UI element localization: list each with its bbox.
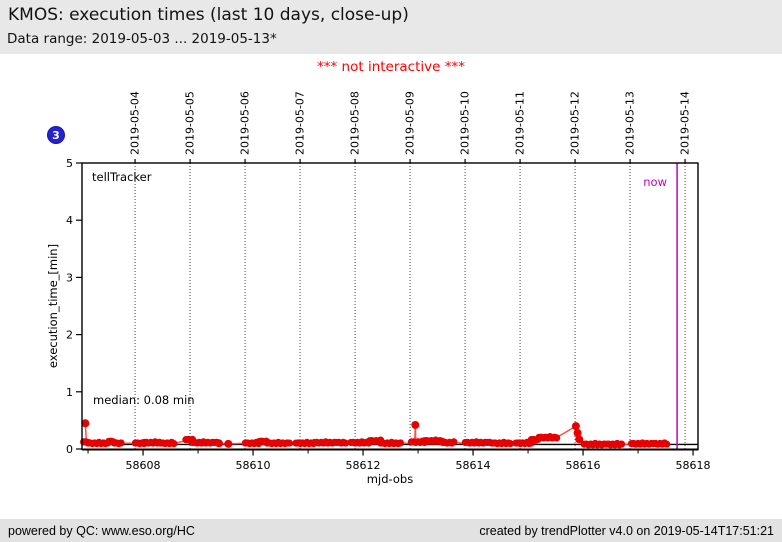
date-tick-label: 2019-05-09 <box>404 91 417 155</box>
y-tick-label: 1 <box>66 386 73 399</box>
not-interactive-notice: *** not interactive *** <box>317 59 465 75</box>
spike-point <box>575 435 584 444</box>
spike-point <box>573 428 582 437</box>
now-label: now <box>643 175 667 189</box>
spike-point <box>571 422 580 431</box>
spike-point <box>81 419 90 428</box>
x-axis-title: mjd-obs <box>367 472 413 486</box>
x-tick-label: 58616 <box>566 459 601 472</box>
date-tick-label: 2019-05-10 <box>459 91 472 155</box>
y-tick-label: 0 <box>66 443 73 456</box>
y-tick-label: 2 <box>66 329 73 342</box>
y-axis-title: execution_time_[min] <box>46 244 60 368</box>
x-tick-label: 58612 <box>346 459 381 472</box>
page-title: KMOS: execution times (last 10 days, clo… <box>8 5 409 25</box>
footer-band: powered by QC: www.eso.org/HC created by… <box>0 519 782 542</box>
data-point <box>506 440 515 448</box>
data-point <box>553 434 561 442</box>
date-tick-label: 2019-05-07 <box>294 91 307 155</box>
data-point <box>170 440 178 448</box>
info-badge-link[interactable]: 3 <box>47 126 65 144</box>
x-tick-label: 58618 <box>676 459 711 472</box>
date-tick-label: 2019-05-06 <box>239 91 252 155</box>
spike-point <box>224 439 233 448</box>
date-tick-label: 2019-05-11 <box>514 91 527 155</box>
date-tick-label: 2019-05-13 <box>624 91 637 155</box>
median-label: median: 0.08 min <box>93 393 195 407</box>
spike-point <box>411 420 420 429</box>
data-point <box>663 440 671 448</box>
data-point <box>450 438 458 446</box>
data-point <box>117 439 125 447</box>
spike-point <box>214 439 223 448</box>
x-tick-label: 58608 <box>126 459 161 472</box>
date-tick-label: 2019-05-12 <box>569 91 582 155</box>
date-tick-label: 2019-05-14 <box>679 91 692 155</box>
header-band <box>0 0 782 54</box>
date-tick-label: 2019-05-05 <box>184 91 197 155</box>
y-tick-label: 3 <box>66 271 73 284</box>
data-point <box>617 440 626 448</box>
y-tick-label: 5 <box>66 157 73 170</box>
x-tick-label: 58614 <box>456 459 491 472</box>
data-point <box>396 439 405 447</box>
data-point <box>285 439 293 447</box>
date-tick-label: 2019-05-04 <box>129 91 142 155</box>
date-tick-label: 2019-05-08 <box>349 91 362 155</box>
info-badge-label: 3 <box>52 128 60 142</box>
data-point <box>341 439 350 447</box>
data-range-subtitle: Data range: 2019-05-03 ... 2019-05-13* <box>7 31 277 47</box>
y-tick-label: 4 <box>66 214 73 227</box>
footer-powered-by: powered by QC: www.eso.org/HC <box>8 523 195 538</box>
x-tick-label: 58610 <box>236 459 271 472</box>
series-label: tellTracker <box>92 170 152 184</box>
footer-created-by: created by trendPlotter v4.0 on 2019-05-… <box>479 523 774 538</box>
